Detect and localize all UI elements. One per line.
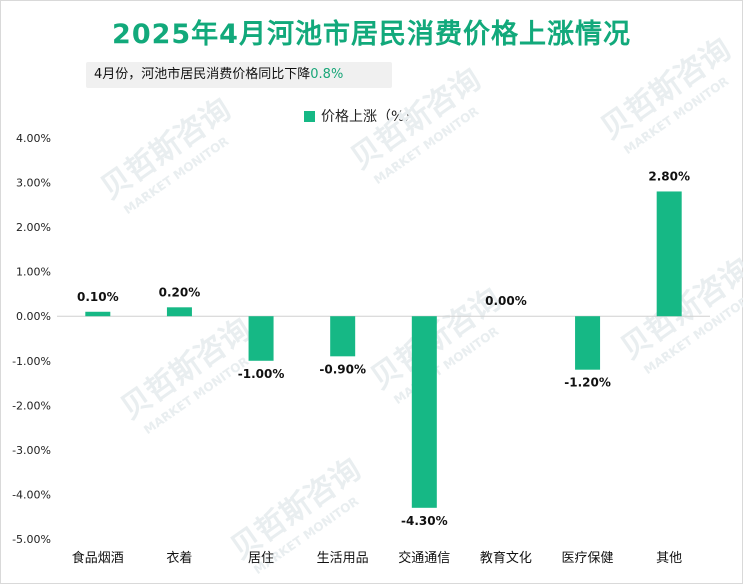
category-label: 居住 <box>248 551 274 566</box>
data-label: 0.00% <box>485 294 527 308</box>
summary-note: 4月份，河池市居民消费价格同比下降0.8% <box>86 62 392 88</box>
y-tick-label: -5.00% <box>12 533 51 546</box>
bar <box>330 316 356 357</box>
category-label: 医疗保健 <box>562 551 614 566</box>
bar <box>85 311 111 317</box>
category-label: 交通通信 <box>398 550 450 566</box>
legend: 价格上涨（%） <box>304 106 418 126</box>
bar <box>248 316 274 361</box>
data-label: -1.00% <box>238 367 285 381</box>
bar <box>575 316 601 370</box>
bar <box>166 307 192 317</box>
category-label: 生活用品 <box>317 551 369 566</box>
legend-label: 价格上涨（%） <box>321 109 419 125</box>
y-tick-label: -2.00% <box>12 399 51 412</box>
y-tick-label: -1.00% <box>12 355 51 368</box>
data-label: -4.30% <box>401 514 448 528</box>
category-label: 教育文化 <box>480 550 532 566</box>
y-tick-label: 3.00% <box>16 177 51 190</box>
y-tick-label: 0.00% <box>16 310 51 323</box>
category-label: 其他 <box>656 551 682 566</box>
data-label: 0.20% <box>159 285 201 299</box>
data-label: 2.80% <box>648 169 690 183</box>
data-label: -1.20% <box>564 376 611 390</box>
category-label: 食品烟酒 <box>72 550 124 566</box>
y-tick-label: 2.00% <box>16 221 51 234</box>
bar <box>411 316 437 508</box>
y-tick-label: -3.00% <box>12 444 51 457</box>
data-label: 0.10% <box>77 290 119 304</box>
legend-swatch <box>304 110 315 122</box>
chart-title: 2025年4月河池市居民消费价格上涨情况 <box>112 19 631 50</box>
data-label: -0.90% <box>319 362 366 376</box>
summary-note-text: 4月份，河池市居民消费价格同比下降 <box>94 67 311 82</box>
y-tick-label: 1.00% <box>16 266 51 279</box>
y-tick-label: 4.00% <box>16 132 51 145</box>
bar <box>656 191 682 317</box>
summary-note-value: 0.8% <box>310 67 344 82</box>
category-label: 衣着 <box>166 550 192 566</box>
y-tick-label: -4.00% <box>12 488 51 501</box>
